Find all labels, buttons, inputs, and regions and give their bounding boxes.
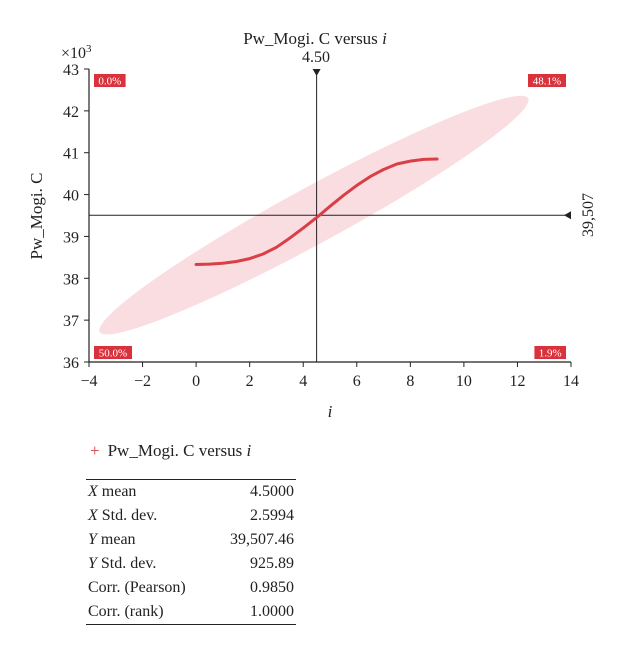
stats-label: Y Std. dev.	[88, 555, 157, 572]
stats-value: 925.89	[250, 555, 294, 572]
stats-label: X mean	[88, 483, 137, 500]
y-tick-label: 42	[63, 104, 79, 121]
crosshair-x-marker	[312, 69, 321, 76]
y-tick-label: 38	[63, 271, 79, 288]
stats-row: Corr. (rank) 1.0000	[86, 600, 296, 625]
stats-value: 0.9850	[250, 579, 294, 596]
stats-value: 2.5994	[250, 507, 294, 524]
chart: −4 −2 0 2 4 6 8 10 12 14 36 37 38 39 40 41 42 43 0.0% 48.1…	[27, 29, 597, 421]
quadrant-badge-label: 1.9%	[539, 348, 562, 360]
statistics-table: X mean 4.5000 X Std. dev. 2.5994 Y mean 39,50…	[86, 479, 296, 625]
stats-label: X Std. dev.	[88, 507, 158, 524]
stats-row: Y mean 39,507.46	[86, 528, 296, 552]
quadrant-badge	[534, 346, 566, 359]
y-tick-label: 40	[63, 188, 79, 205]
x-tick-label: 6	[353, 373, 361, 390]
legend-label: Pw_Mogi. C versus	[107, 441, 247, 460]
x-axis-label: i	[328, 402, 333, 421]
legend: + Pw_Mogi. C versus i	[90, 441, 251, 461]
stats-row: Y Std. dev. 925.89	[86, 552, 296, 576]
y-tick-label: 37	[63, 313, 79, 330]
y-axis-label: Pw_Mogi. C	[27, 173, 46, 260]
quadrant-badge-label: 0.0%	[98, 76, 121, 88]
stats-row: Corr. (Pearson) 0.9850	[86, 576, 296, 600]
quadrant-badge	[94, 346, 132, 359]
x-tick-label: 0	[192, 373, 200, 390]
x-tick-label: 4	[299, 373, 307, 390]
x-tick-label: 14	[563, 373, 579, 390]
stats-label: Corr. (rank)	[88, 603, 164, 620]
stats-value: 4.5000	[250, 483, 294, 500]
stats-label: Corr. (Pearson)	[88, 579, 186, 596]
y-tick-label: 39	[63, 229, 79, 246]
chart-title: Pw_Mogi. C versus i	[243, 29, 387, 48]
stats-label: Y mean	[88, 531, 136, 548]
quadrant-badge-label: 50.0%	[99, 348, 127, 360]
quadrant-badge-label: 48.1%	[533, 76, 561, 88]
crosshair-x-label: 4.50	[302, 49, 330, 66]
stats-row: X mean 4.5000	[86, 480, 296, 505]
crosshair-y-label: 39,507	[580, 193, 597, 237]
x-tick-label: 2	[246, 373, 254, 390]
x-tick-label: 8	[406, 373, 414, 390]
stats-value: 1.0000	[250, 603, 294, 620]
x-tick-label: −4	[80, 373, 97, 390]
x-tick-label: 12	[509, 373, 525, 390]
y-multiplier: ×103	[61, 43, 92, 62]
legend-marker: +	[90, 441, 100, 460]
series-line-0	[194, 157, 439, 266]
crosshair-y-marker	[564, 211, 571, 220]
legend-label-var: i	[246, 441, 252, 460]
y-tick-label: 43	[63, 62, 79, 79]
stats-row: X Std. dev. 2.5994	[86, 504, 296, 528]
quadrant-badge	[94, 74, 126, 87]
quadrant-badge	[528, 74, 566, 87]
y-tick-label: 41	[63, 146, 79, 163]
x-tick-label: −2	[134, 373, 151, 390]
stats-value: 39,507.46	[230, 531, 294, 548]
x-tick-label: 10	[456, 373, 472, 390]
y-tick-label: 36	[63, 355, 79, 372]
